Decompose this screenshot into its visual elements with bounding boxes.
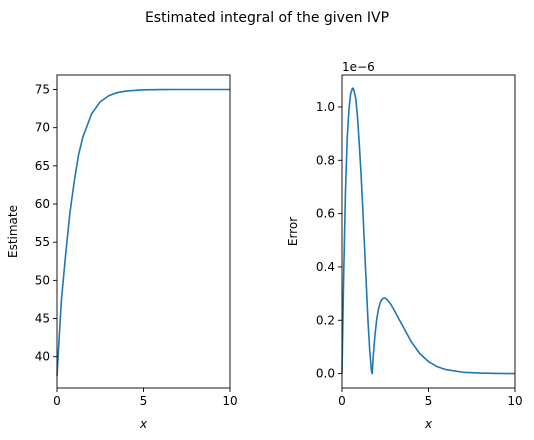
y-tick-label: 0.4 bbox=[316, 260, 335, 274]
y-tick-label: 0.0 bbox=[316, 367, 335, 381]
x-tick-label: 10 bbox=[222, 394, 237, 408]
y-tick-label: 45 bbox=[35, 312, 50, 326]
y-tick-label: 0.2 bbox=[316, 313, 335, 327]
series-line bbox=[341, 87, 516, 375]
right-axes-error: 0 5 10 0.0 0.2 0.4 0.6 0.8 1.0 x Error 1e−6 bbox=[286, 60, 523, 431]
y-tick-label: 65 bbox=[35, 159, 50, 173]
series-line bbox=[56, 88, 230, 376]
y-tick-label: 75 bbox=[35, 83, 50, 97]
axes-frame bbox=[341, 74, 516, 389]
y-tick-label: 60 bbox=[35, 197, 50, 211]
y-tick-label: 50 bbox=[35, 273, 50, 287]
x-tick-label: 10 bbox=[507, 394, 522, 408]
figure-title: Estimated integral of the given IVP bbox=[145, 10, 389, 26]
x-tick-label: 0 bbox=[338, 394, 346, 408]
x-tick-label: 0 bbox=[53, 394, 61, 408]
y-tick-label: 70 bbox=[35, 121, 50, 135]
y-axis-label: Estimate bbox=[6, 205, 20, 258]
y-tick-label: 40 bbox=[35, 350, 50, 364]
x-axis-label: x bbox=[139, 417, 148, 431]
y-tick-label: 0.6 bbox=[316, 207, 335, 221]
x-axis-label: x bbox=[424, 417, 433, 431]
y-tick-label: 0.8 bbox=[316, 153, 335, 167]
left-axes-estimate: 0 5 10 40 45 50 55 60 65 70 75 x Estimate bbox=[6, 74, 238, 431]
y-tick-label: 1.0 bbox=[316, 100, 335, 114]
axes-frame bbox=[56, 74, 231, 389]
y-offset-text: 1e−6 bbox=[342, 60, 375, 74]
x-tick-label: 5 bbox=[140, 394, 148, 408]
y-axis-label: Error bbox=[286, 217, 300, 246]
y-tick-label: 55 bbox=[35, 235, 50, 249]
x-tick-label: 5 bbox=[425, 394, 433, 408]
